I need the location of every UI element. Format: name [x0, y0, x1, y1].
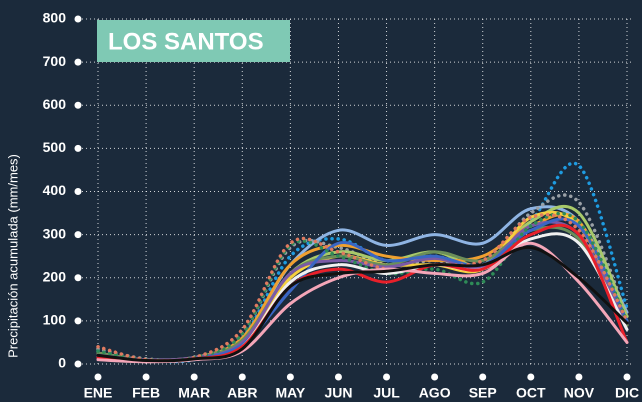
- y-tick-mark: [74, 58, 82, 66]
- y-tick-mark: [74, 274, 82, 282]
- x-tick-mark: [383, 373, 391, 381]
- y-tick-label: 200: [43, 268, 67, 284]
- y-tick-mark: [74, 15, 82, 23]
- x-tick-label: MAY: [275, 385, 305, 401]
- y-tick-label: 0: [58, 355, 66, 371]
- x-tick-label: OCT: [516, 385, 546, 401]
- x-tick-mark: [431, 373, 439, 381]
- x-tick-mark: [94, 373, 102, 381]
- x-tick-label: FEB: [132, 385, 160, 401]
- y-tick-mark: [74, 317, 82, 325]
- x-tick-mark: [575, 373, 583, 381]
- x-tick-label: JUN: [324, 385, 352, 401]
- x-tick-label: DIC: [615, 385, 639, 401]
- x-tick-mark: [527, 373, 535, 381]
- y-tick-label: 700: [43, 53, 67, 69]
- x-tick-label: NOV: [564, 385, 595, 401]
- y-tick-mark: [74, 360, 82, 368]
- y-tick-mark: [74, 101, 82, 109]
- x-tick-mark: [334, 373, 342, 381]
- x-tick-label: SEP: [469, 385, 497, 401]
- y-tick-mark: [74, 231, 82, 239]
- y-tick-label: 100: [43, 312, 67, 328]
- y-tick-label: 500: [43, 139, 67, 155]
- x-tick-mark: [286, 373, 294, 381]
- series-line: [96, 246, 629, 363]
- y-axis-label: Precipitación acumulada (mm/mes): [5, 154, 20, 358]
- y-tick-label: 300: [43, 225, 67, 241]
- title-box: [97, 20, 290, 62]
- x-tick-label: JUL: [373, 385, 400, 401]
- x-tick-label: MAR: [178, 385, 210, 401]
- y-tick-label: 600: [43, 96, 67, 112]
- x-tick-label: ABR: [227, 385, 257, 401]
- x-tick-mark: [623, 373, 631, 381]
- y-tick-mark: [74, 188, 82, 195]
- x-tick-label: ENE: [84, 385, 113, 401]
- chart-title: LOS SANTOS: [108, 28, 264, 55]
- x-tick-mark: [238, 373, 246, 381]
- x-tick-mark: [142, 373, 150, 381]
- y-tick-mark: [74, 144, 82, 152]
- x-tick-label: AGO: [419, 385, 451, 401]
- y-tick-label: 400: [43, 182, 67, 198]
- y-tick-label: 800: [43, 10, 67, 26]
- x-tick-mark: [190, 373, 198, 381]
- x-tick-mark: [479, 373, 487, 381]
